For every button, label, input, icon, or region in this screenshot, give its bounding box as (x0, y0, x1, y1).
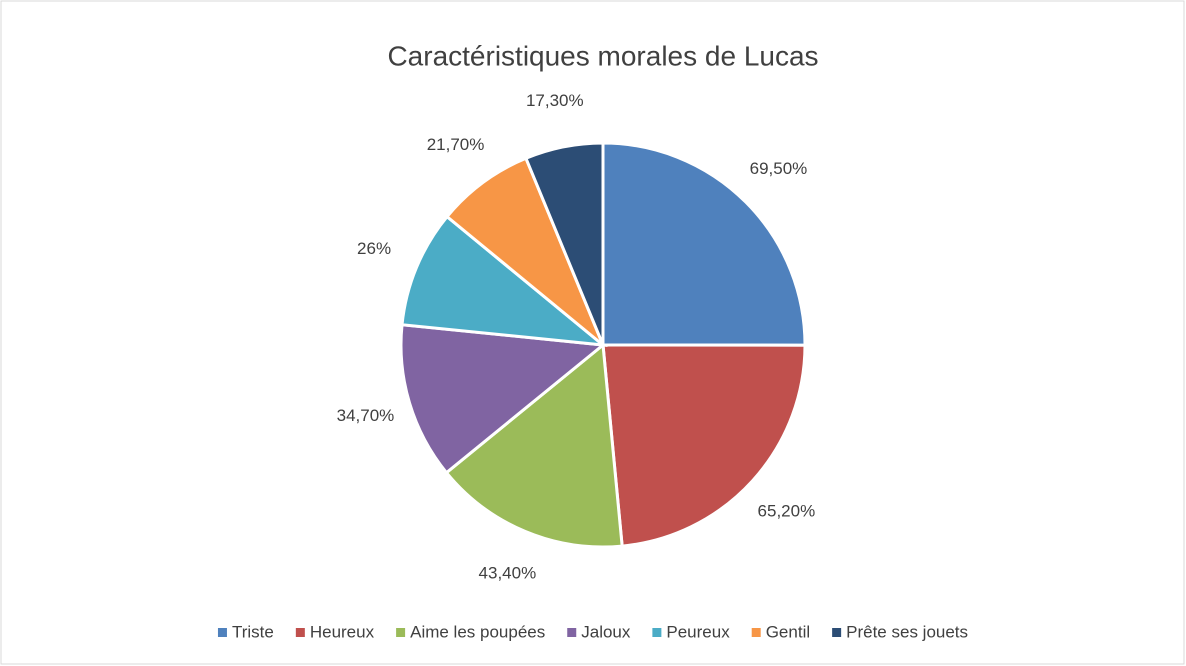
legend-label: Heureux (310, 622, 375, 641)
data-label: 43,40% (479, 563, 537, 582)
legend-swatch (751, 628, 761, 637)
legend-label: Peureux (666, 622, 730, 641)
data-label: 69,50% (750, 159, 808, 178)
legend-label: Jaloux (581, 622, 631, 641)
chart-title: Caractéristiques morales de Lucas (387, 40, 818, 71)
data-label: 21,70% (427, 135, 485, 154)
pie-slice (524, 141, 605, 346)
pie-slice (601, 141, 807, 347)
legend: Triste Heureux Aime les poupées Jaloux Peure… (217, 622, 968, 641)
data-label: 65,20% (758, 501, 816, 520)
legend-swatch (832, 628, 842, 637)
legend-swatch (567, 628, 577, 637)
legend-label: Aime les poupées (410, 622, 545, 641)
pie-slice (444, 342, 624, 549)
pie-slice (399, 323, 607, 475)
data-label: 17,30% (526, 91, 584, 110)
legend-swatch (217, 628, 227, 637)
legend-label: Prête ses jouets (846, 622, 968, 641)
legend-swatch (295, 628, 305, 637)
legend-swatch (652, 628, 662, 637)
pie-slice (444, 156, 605, 347)
pie-slice (400, 214, 608, 347)
legend-label: Gentil (766, 622, 810, 641)
legend-label: Triste (232, 622, 274, 641)
data-label: 34,70% (337, 406, 395, 425)
data-label: 26% (357, 239, 391, 258)
legend-swatch (396, 628, 406, 637)
pie-slice (601, 343, 807, 548)
